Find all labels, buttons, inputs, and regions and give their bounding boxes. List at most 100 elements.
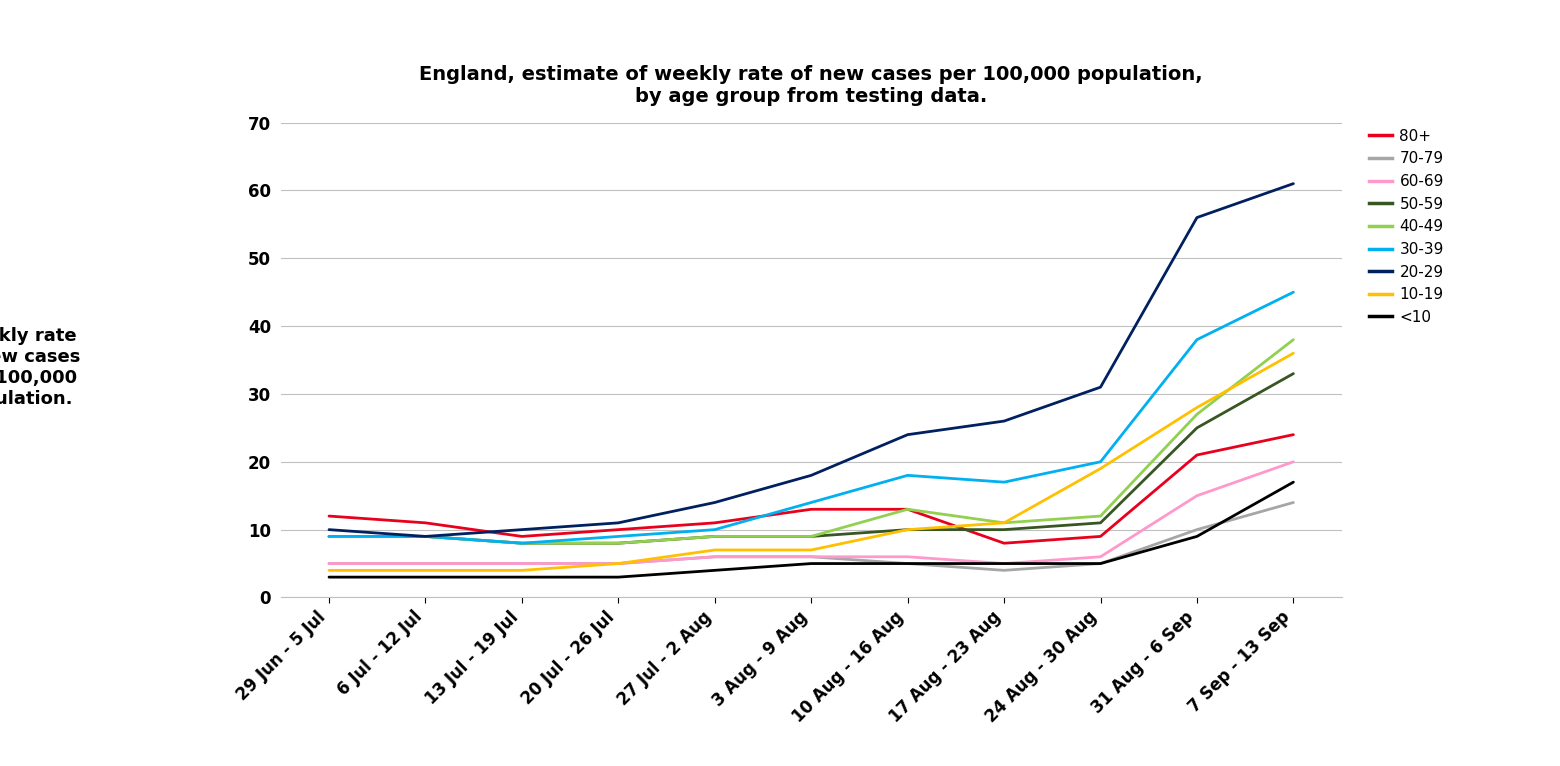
60-69 [320, 559, 339, 568]
20-29 [899, 430, 917, 439]
Line: 70-79: 70-79 [329, 502, 1293, 571]
80+ [1090, 532, 1109, 541]
70-79 [320, 559, 339, 568]
Line: 20-29: 20-29 [329, 184, 1293, 536]
70-79 [995, 566, 1014, 575]
60-69 [995, 559, 1014, 568]
60-69 [899, 552, 917, 561]
70-79 [608, 559, 627, 568]
40-49 [1284, 335, 1303, 344]
10-19 [513, 566, 532, 575]
20-29 [320, 525, 339, 534]
60-69 [705, 552, 724, 561]
<10 [802, 559, 821, 568]
10-19 [320, 566, 339, 575]
50-59 [1090, 519, 1109, 528]
80+ [320, 512, 339, 521]
<10 [608, 572, 627, 581]
30-39 [513, 538, 532, 548]
70-79 [705, 552, 724, 561]
10-19 [802, 545, 821, 555]
10-19 [608, 559, 627, 568]
<10 [1187, 532, 1206, 541]
60-69 [1284, 457, 1303, 466]
10-19 [1284, 349, 1303, 358]
10-19 [995, 519, 1014, 528]
<10 [1284, 477, 1303, 486]
80+ [995, 538, 1014, 548]
30-39 [1284, 287, 1303, 296]
60-69 [417, 559, 435, 568]
40-49 [802, 532, 821, 541]
40-49 [899, 505, 917, 514]
50-59 [899, 525, 917, 534]
20-29 [995, 417, 1014, 426]
80+ [608, 525, 627, 534]
30-39 [705, 525, 724, 534]
20-29 [802, 471, 821, 480]
30-39 [802, 498, 821, 507]
30-39 [1187, 335, 1206, 344]
50-59 [705, 532, 724, 541]
80+ [513, 532, 532, 541]
70-79 [899, 559, 917, 568]
30-39 [417, 532, 435, 541]
10-19 [417, 566, 435, 575]
Line: 30-39: 30-39 [329, 292, 1293, 543]
20-29 [513, 525, 532, 534]
70-79 [1187, 525, 1206, 534]
70-79 [802, 552, 821, 561]
20-29 [1284, 179, 1303, 188]
Line: 40-49: 40-49 [329, 339, 1293, 543]
20-29 [1187, 213, 1206, 222]
50-59 [417, 532, 435, 541]
50-59 [995, 525, 1014, 534]
30-39 [1090, 457, 1109, 466]
10-19 [705, 545, 724, 555]
60-69 [513, 559, 532, 568]
Legend: 80+, 70-79, 60-69, 50-59, 40-49, 30-39, 20-29, 10-19, <10: 80+, 70-79, 60-69, 50-59, 40-49, 30-39, … [1363, 123, 1449, 331]
Line: 50-59: 50-59 [329, 374, 1293, 543]
30-39 [320, 532, 339, 541]
30-39 [899, 471, 917, 480]
20-29 [705, 498, 724, 507]
40-49 [417, 532, 435, 541]
60-69 [1187, 491, 1206, 500]
20-29 [1090, 382, 1109, 391]
70-79 [417, 559, 435, 568]
80+ [899, 505, 917, 514]
80+ [705, 519, 724, 528]
Text: Weekly rate
of new cases
per 100,000
population.: Weekly rate of new cases per 100,000 pop… [0, 328, 81, 408]
50-59 [802, 532, 821, 541]
40-49 [705, 532, 724, 541]
20-29 [608, 519, 627, 528]
10-19 [1090, 464, 1109, 473]
70-79 [1090, 559, 1109, 568]
40-49 [1090, 512, 1109, 521]
20-29 [417, 532, 435, 541]
60-69 [608, 559, 627, 568]
50-59 [1187, 424, 1206, 433]
80+ [802, 505, 821, 514]
40-49 [608, 538, 627, 548]
Line: 60-69: 60-69 [329, 462, 1293, 564]
<10 [417, 572, 435, 581]
<10 [320, 572, 339, 581]
<10 [899, 559, 917, 568]
Title: England, estimate of weekly rate of new cases per 100,000 population,
by age gro: England, estimate of weekly rate of new … [420, 64, 1203, 106]
<10 [1090, 559, 1109, 568]
Line: <10: <10 [329, 482, 1293, 577]
80+ [1284, 430, 1303, 439]
50-59 [608, 538, 627, 548]
<10 [995, 559, 1014, 568]
Line: 80+: 80+ [329, 434, 1293, 543]
Line: 10-19: 10-19 [329, 353, 1293, 571]
60-69 [802, 552, 821, 561]
50-59 [513, 538, 532, 548]
40-49 [320, 532, 339, 541]
50-59 [320, 532, 339, 541]
50-59 [1284, 369, 1303, 378]
40-49 [995, 519, 1014, 528]
<10 [513, 572, 532, 581]
10-19 [1187, 403, 1206, 412]
